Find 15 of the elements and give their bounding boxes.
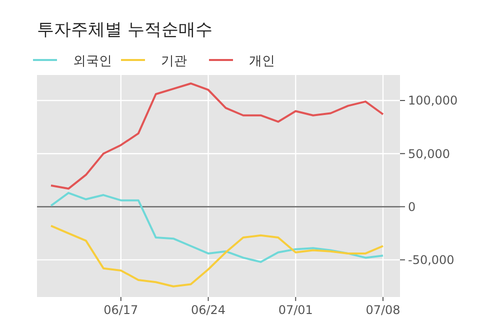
x-tick-label: 07/01 (278, 303, 313, 317)
chart-title: 투자주체별 누적순매수 (37, 20, 212, 40)
y-tick-label: 100,000 (408, 94, 458, 108)
y-tick-label: 0 (408, 200, 416, 214)
legend-label: 개인 (249, 54, 275, 69)
line-series (50, 224, 384, 288)
x-tick-label: 06/24 (190, 303, 226, 317)
legend-label: 기관 (161, 54, 187, 69)
line-series (50, 82, 384, 190)
x-tick-label: 07/08 (366, 303, 400, 317)
x-tick-label: 06/17 (104, 303, 138, 317)
legend-label: 외국인 (73, 54, 112, 69)
y-tick-label: -50,000 (408, 253, 454, 268)
y-tick-label: 50,000 (408, 146, 450, 161)
line-series (50, 192, 384, 263)
